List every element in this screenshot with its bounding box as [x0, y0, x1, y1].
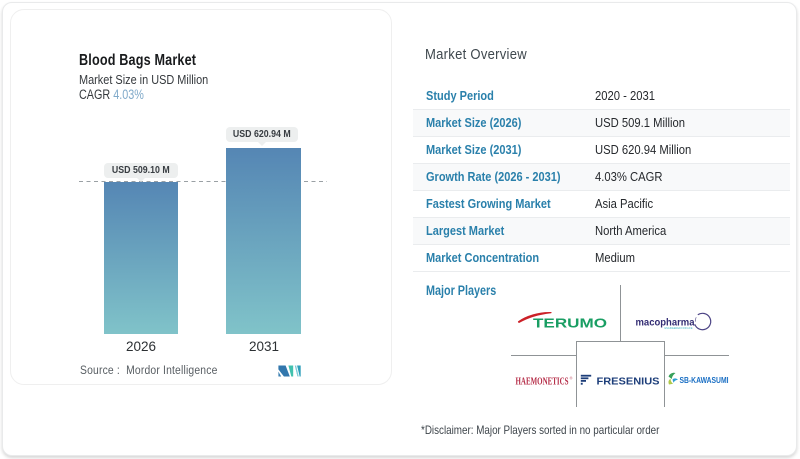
- svg-text:SB-KAWASUMI: SB-KAWASUMI: [679, 376, 728, 385]
- svg-text:HAEMONETICS: HAEMONETICS: [516, 377, 569, 388]
- svg-text:ENGINEERED FOR LIFE: ENGINEERED FOR LIFE: [665, 327, 693, 330]
- svg-text:macopharma: macopharma: [636, 317, 695, 329]
- svg-text:FRESENIUS: FRESENIUS: [597, 375, 660, 386]
- svg-text:TERUMO: TERUMO: [533, 316, 607, 331]
- svg-text:®: ®: [570, 376, 573, 381]
